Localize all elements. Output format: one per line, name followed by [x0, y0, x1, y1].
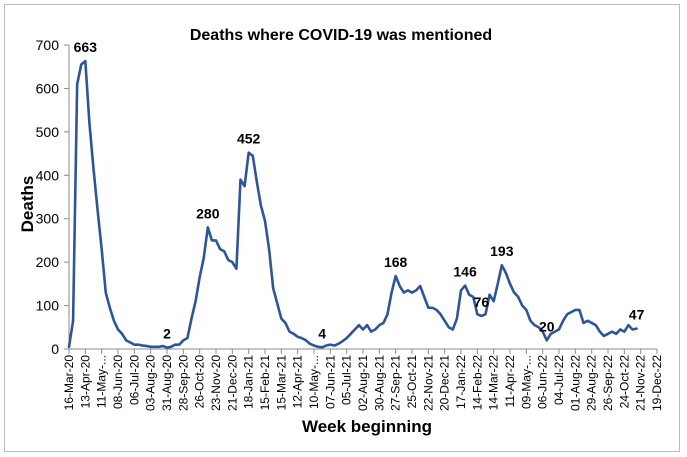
x-tick-label: 11-May-... — [95, 355, 109, 408]
x-tick-label: 28-Sep-20 — [176, 355, 190, 411]
data-labels: 663 2 280 452 4 168 146 76 193 20 47 — [74, 39, 645, 342]
x-tick-label: 27-Sep-21 — [389, 355, 403, 411]
y-axis: 0 100 200 300 400 500 600 700 — [36, 37, 70, 357]
x-tick-label: 07-Jun-21 — [323, 355, 337, 409]
data-label: 452 — [237, 131, 261, 147]
x-tick-label: 31-Aug-20 — [160, 355, 174, 411]
series-line-deaths — [67, 59, 638, 349]
x-axis-title: Week beginning — [302, 417, 432, 436]
x-tick-label: 20-Dec-21 — [438, 355, 452, 411]
x-axis: 16-Mar-20 13-Apr-20 11-May-... 08-Jun-20 06-… — [62, 348, 664, 411]
data-label: 20 — [539, 318, 555, 334]
x-tick-label: 21-Nov-22 — [634, 355, 648, 411]
x-tick-label: 21-Dec-20 — [225, 355, 239, 411]
data-label: 193 — [490, 243, 514, 259]
y-tick-label: 600 — [36, 80, 60, 96]
x-tick-label: 15-Mar-21 — [274, 355, 288, 411]
x-tick-label: 10-May-... — [307, 355, 321, 409]
y-tick-label: 400 — [36, 167, 60, 183]
x-tick-label: 09-May-... — [519, 355, 533, 409]
y-tick-label: 300 — [36, 211, 60, 227]
x-tick-label: 05-Jul-21 — [340, 355, 354, 405]
y-tick-label: 500 — [36, 124, 60, 140]
data-label: 146 — [453, 264, 477, 280]
x-tick-label: 26-Oct-20 — [193, 355, 207, 409]
deaths-line-chart: Deaths where COVID-19 was mentioned 0 100… — [18, 27, 664, 436]
x-tick-label: 17-Jan-22 — [454, 355, 468, 409]
x-tick-label: 06-Jul-20 — [127, 355, 141, 405]
x-tick-label: 06-Jun-22 — [536, 355, 550, 409]
x-tick-label: 18-Jan-21 — [242, 355, 256, 409]
x-tick-label: 22-Nov-21 — [421, 355, 435, 411]
data-label: 4 — [318, 325, 326, 341]
data-label: 280 — [196, 205, 220, 221]
x-tick-label: 24-Oct-22 — [617, 355, 631, 409]
x-tick-label: 26-Sep-22 — [601, 355, 615, 411]
x-tick-label: 30-Aug-21 — [372, 355, 386, 411]
series-layer — [67, 59, 638, 349]
x-tick-label: 14-Mar-22 — [487, 355, 501, 411]
x-tick-label: 29-Aug-22 — [585, 355, 599, 411]
y-tick-label: 0 — [51, 341, 59, 357]
data-label: 663 — [74, 39, 98, 55]
x-tick-label: 13-Apr-20 — [78, 355, 92, 409]
y-axis-title: Deaths — [18, 176, 37, 233]
chart-frame: Deaths where COVID-19 was mentioned 0 100… — [4, 4, 680, 452]
x-tick-label: 25-Oct-21 — [405, 355, 419, 409]
data-label: 2 — [163, 326, 171, 342]
y-tick-label: 100 — [36, 298, 60, 314]
x-tick-label: 23-Nov-20 — [209, 355, 223, 411]
x-tick-label: 19-Dec-22 — [650, 355, 664, 411]
x-tick-label: 01-Aug-22 — [568, 355, 582, 411]
x-tick-label: 08-Jun-20 — [111, 355, 125, 409]
data-label: 76 — [474, 294, 490, 310]
y-tick-label: 200 — [36, 254, 60, 270]
data-label: 47 — [629, 307, 645, 323]
x-tick-label: 03-Aug-20 — [144, 355, 158, 411]
x-tick-label: 11-Apr-22 — [503, 355, 517, 408]
x-tick-label: 14-Feb-22 — [470, 355, 484, 411]
x-tick-label: 15-Feb-21 — [258, 355, 272, 411]
x-tick-label: 04-Jul-22 — [552, 355, 566, 405]
x-tick-label: 16-Mar-20 — [62, 355, 76, 411]
x-tick-label: 12-Apr-21 — [291, 355, 305, 409]
y-tick-label: 700 — [36, 37, 60, 53]
x-tick-label: 02-Aug-21 — [356, 355, 370, 411]
chart-title: Deaths where COVID-19 was mentioned — [190, 27, 492, 44]
data-label: 168 — [384, 254, 408, 270]
